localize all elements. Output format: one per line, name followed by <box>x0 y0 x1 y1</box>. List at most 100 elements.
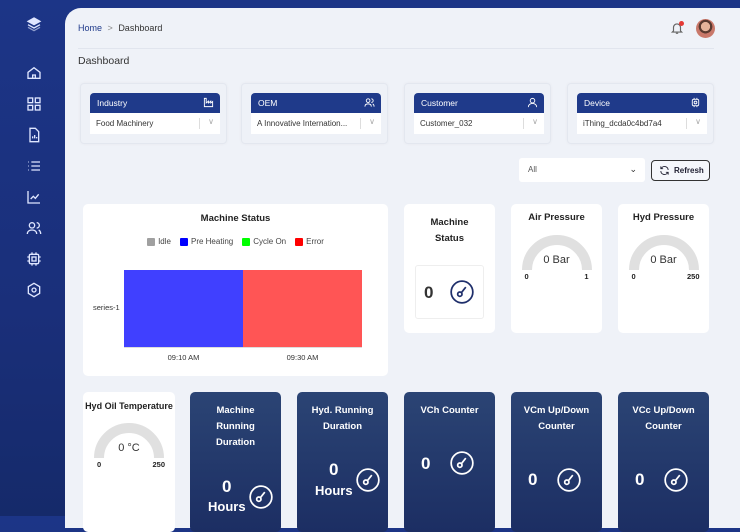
legend-item-pre-heating[interactable]: Pre Heating <box>179 237 234 246</box>
tile-title: Hyd Oil Temperature <box>85 401 173 411</box>
main-panel: Home > Dashboard Dashboard Industry Food… <box>65 8 740 532</box>
home-icon[interactable] <box>26 65 42 81</box>
header-divider <box>78 48 714 49</box>
hyd-pressure-tile: Hyd Pressure 0 Bar 0 250 <box>618 204 709 333</box>
gauge-max: 250 <box>152 460 165 469</box>
bell-icon[interactable] <box>670 21 684 35</box>
tile-unit: Hours <box>315 483 353 498</box>
filter-oem: OEM A Innovative Internation... ∨ <box>241 83 388 144</box>
machine-status-chart-card: Machine Status Idle Pre Heating Cycle On Er… <box>83 204 388 376</box>
x-axis <box>124 347 362 348</box>
oil-temperature-gauge: 0 °C 0 250 <box>93 420 165 469</box>
range-select[interactable]: All ⌄ <box>519 158 645 182</box>
machine-running-duration-tile: Machine Running Duration 0 Hours <box>190 392 281 532</box>
breadcrumb-home[interactable]: Home <box>78 23 103 33</box>
tile-value: 0 <box>424 283 434 302</box>
customer-select[interactable]: Customer_032 ∨ <box>414 113 544 134</box>
grid-icon[interactable] <box>26 96 42 112</box>
hyd-running-duration-tile: Hyd. Running Duration 0 Hours <box>297 392 388 532</box>
air-pressure-gauge: 0 Bar 0 1 <box>521 232 593 281</box>
chevron-down-icon: ∨ <box>532 117 538 126</box>
gauge-min: 0 <box>97 460 102 469</box>
status-box: 0 <box>415 265 484 319</box>
gauge-icon <box>450 451 474 475</box>
industry-select[interactable]: Food Machinery ∨ <box>90 113 220 134</box>
tile-title: Air Pressure <box>528 212 585 223</box>
tile-value: 0 <box>222 477 232 496</box>
legend-item-idle[interactable]: Idle <box>147 237 171 246</box>
filter-header: Industry <box>90 93 220 113</box>
gauge-value: 0 °C <box>118 442 140 454</box>
chip-icon <box>691 97 700 108</box>
device-select[interactable]: iThing_dcda0c4bd7a4 ∨ <box>577 113 707 134</box>
notification-dot <box>679 21 684 26</box>
chart-legend: Idle Pre Heating Cycle On Error <box>83 237 388 246</box>
file-chart-icon[interactable] <box>26 127 42 143</box>
filter-label: OEM <box>258 98 278 108</box>
tile-title: Machine Running Duration <box>215 405 256 448</box>
hyd-pressure-gauge: 0 Bar 0 250 <box>628 232 700 281</box>
hyd-oil-temperature-tile: Hyd Oil Temperature 0 °C 0 250 <box>83 392 175 532</box>
settings-icon[interactable] <box>26 282 42 298</box>
oem-select[interactable]: A Innovative Internation... ∨ <box>251 113 381 134</box>
gauge-min: 0 <box>524 272 529 281</box>
x-ticks: 09:10 AM 09:30 AM <box>124 353 362 362</box>
legend-swatch <box>179 237 188 246</box>
users-icon <box>364 98 375 107</box>
filter-header: OEM <box>251 93 381 113</box>
timeline-segment-error[interactable] <box>243 270 362 347</box>
tile-value: 0 <box>329 460 339 479</box>
gauge-icon <box>450 280 474 304</box>
layers-logo-icon[interactable] <box>26 16 42 32</box>
user-icon <box>527 97 538 108</box>
users-icon[interactable] <box>26 220 42 236</box>
refresh-icon <box>660 166 669 175</box>
gauge-max: 250 <box>686 272 700 281</box>
filter-customer: Customer Customer_032 ∨ <box>404 83 551 144</box>
tile-value: 0 <box>635 470 645 489</box>
tile-value: 0 <box>421 454 431 473</box>
filter-label: Customer <box>421 98 458 108</box>
legend-label: Pre Heating <box>190 237 234 246</box>
breadcrumb-current: Dashboard <box>118 23 163 33</box>
machine-status-tile: Machine Status 0 <box>404 204 495 333</box>
filter-label: Device <box>584 98 610 108</box>
tile-value: 0 <box>528 470 538 489</box>
gauge-value: 0 Bar <box>650 254 677 266</box>
line-chart-icon[interactable] <box>26 189 42 205</box>
air-pressure-tile: Air Pressure 0 Bar 0 1 <box>511 204 602 333</box>
legend-swatch <box>242 237 251 246</box>
chevron-down-icon: ⌄ <box>629 164 637 174</box>
avatar[interactable] <box>696 19 715 38</box>
legend-item-cycle-on[interactable]: Cycle On <box>242 237 286 246</box>
tile-title: Hyd Pressure <box>632 212 695 223</box>
factory-icon <box>203 97 214 108</box>
filter-header: Device <box>577 93 707 113</box>
vcm-counter-tile: VCm Up/Down Counter 0 <box>511 392 602 532</box>
legend-label: Error <box>306 237 324 246</box>
gauge-min: 0 <box>631 272 636 281</box>
chart-title: Machine Status <box>200 213 271 224</box>
legend-item-error[interactable]: Error <box>295 237 324 246</box>
timeline-segment-pre-heating[interactable] <box>124 270 243 347</box>
refresh-button[interactable]: Refresh <box>651 160 710 181</box>
gauge-icon <box>557 468 581 492</box>
chevron-down-icon: ∨ <box>695 117 701 126</box>
chip-icon[interactable] <box>26 251 42 267</box>
tile-unit: Hours <box>208 499 246 514</box>
filter-label: Industry <box>97 98 128 108</box>
filter-industry: Industry Food Machinery ∨ <box>80 83 227 144</box>
gauge-icon <box>664 468 688 492</box>
filter-header: Customer <box>414 93 544 113</box>
vcc-counter-tile: VCc Up/Down Counter 0 <box>618 392 709 532</box>
x-tick-label: 09:10 AM <box>167 353 200 362</box>
y-category-label: series-1 <box>93 303 120 312</box>
chevron-down-icon: ∨ <box>369 117 375 126</box>
tile-title: VCc Up/Down Counter <box>632 405 695 432</box>
chevron-down-icon: ∨ <box>208 117 214 126</box>
tile-title: Machine Status <box>430 217 469 244</box>
list-icon[interactable] <box>26 158 42 174</box>
breadcrumb: Home > Dashboard <box>78 23 162 33</box>
gauge-icon <box>356 468 380 492</box>
tile-title: VCh Counter <box>420 405 479 416</box>
